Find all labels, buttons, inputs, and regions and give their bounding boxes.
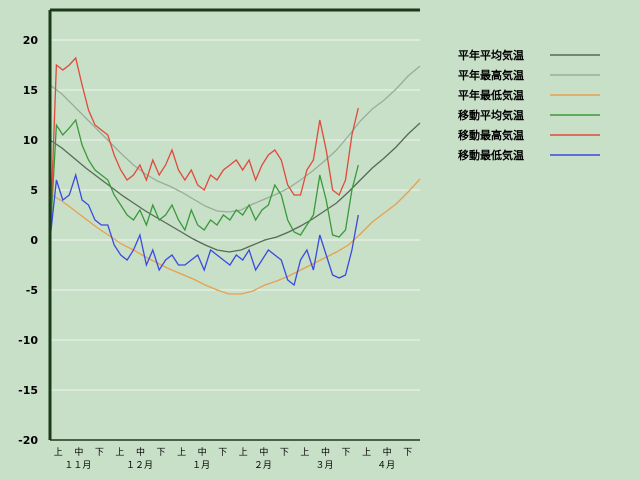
x-month-label: １２月 — [126, 460, 153, 471]
x-period-label: 上 — [177, 447, 186, 458]
y-tick-label: 5 — [30, 184, 38, 197]
x-period-label: 下 — [95, 448, 104, 458]
plot-area-background — [50, 10, 420, 440]
axes — [48, 8, 420, 441]
y-tick-label: 20 — [23, 34, 39, 47]
y-tick-label: -10 — [18, 334, 38, 347]
legend-label: 移動最高気温 — [458, 128, 524, 142]
x-month-label: １月 — [192, 460, 210, 471]
y-tick-label: -5 — [26, 284, 38, 297]
x-period-label: 下 — [280, 448, 289, 458]
x-period-label: 下 — [157, 448, 166, 458]
x-period-label: 中 — [198, 446, 207, 458]
legend-label: 移動最低気温 — [458, 148, 524, 162]
legend-label: 移動平均気温 — [458, 108, 524, 122]
x-period-label: 上 — [300, 447, 309, 458]
x-month-label: ３月 — [315, 460, 333, 471]
x-tick-labels: 上中下上中下上中下上中下上中下上中下１１月 １２月 １月 ２月 ３月 ４月 — [54, 446, 412, 471]
y-tick-label: -20 — [18, 434, 38, 447]
x-period-label: 中 — [383, 446, 392, 458]
x-month-label: ２月 — [254, 460, 272, 471]
y-tick-label: 15 — [23, 84, 38, 97]
series-line-4 — [49, 56, 359, 241]
y-tick-label: -15 — [18, 384, 38, 397]
x-period-label: 下 — [218, 448, 227, 458]
x-period-label: 上 — [239, 447, 248, 458]
x-month-label: １１月 — [64, 460, 91, 471]
legend-label: 平年平均気温 — [458, 48, 524, 62]
x-period-label: 中 — [259, 446, 268, 458]
legend-label: 平年最低気温 — [458, 88, 524, 102]
x-period-label: 下 — [342, 448, 351, 458]
x-period-label: 下 — [403, 448, 412, 458]
x-period-label: 上 — [115, 447, 124, 458]
x-period-label: 中 — [74, 446, 83, 458]
x-period-label: 中 — [321, 446, 330, 458]
x-period-label: 上 — [54, 447, 63, 458]
y-tick-label: 10 — [23, 134, 39, 147]
x-period-label: 中 — [136, 446, 145, 458]
y-tick-labels: 20 15 10 5 0 -5 -10 -15 -20 — [18, 34, 38, 447]
series-line-5 — [49, 172, 359, 287]
y-tick-label: 0 — [30, 234, 38, 247]
series-lines — [49, 56, 421, 295]
legend-label: 平年最高気温 — [458, 68, 524, 82]
x-period-label: 上 — [362, 447, 371, 458]
series-line-3 — [49, 118, 359, 241]
x-month-label: ４月 — [377, 460, 395, 471]
